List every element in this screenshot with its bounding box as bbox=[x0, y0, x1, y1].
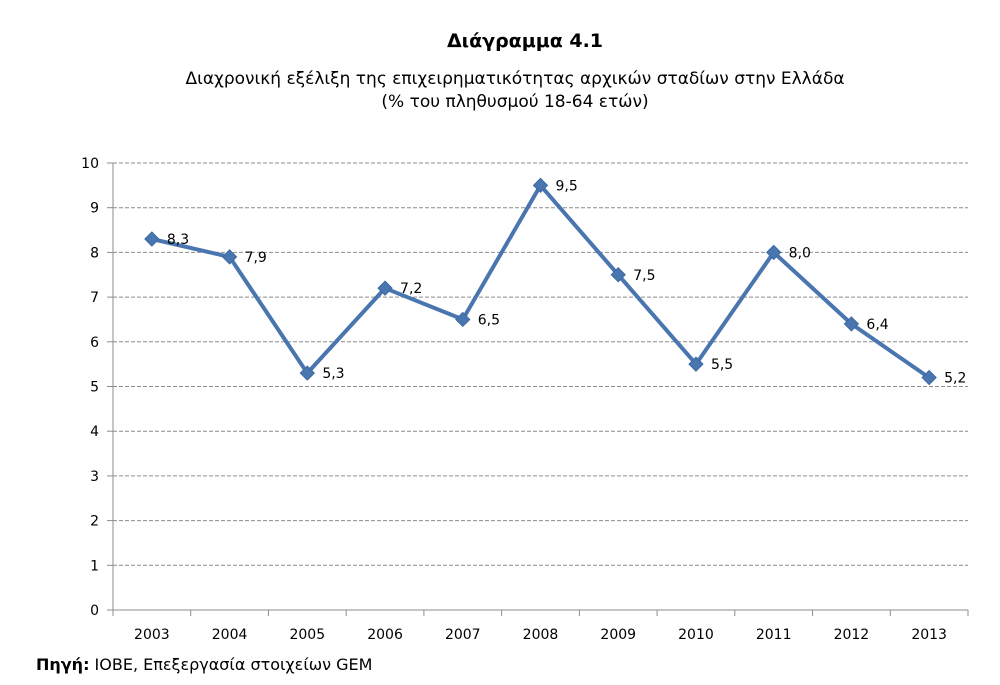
data-label: 8,0 bbox=[789, 245, 811, 261]
x-tick-label: 2008 bbox=[523, 627, 559, 643]
data-point bbox=[455, 311, 471, 328]
subtitle-line-2: (% του πληθυσμού 18-64 ετών) bbox=[381, 92, 649, 112]
x-tick-label: 2005 bbox=[289, 627, 325, 643]
subtitle-line-1: Διαχρονική εξέλιξη της επιχειρηματικότητ… bbox=[185, 69, 845, 89]
y-tick-label: 4 bbox=[90, 424, 99, 440]
y-tick-label: 8 bbox=[90, 245, 99, 261]
x-tick-label: 2011 bbox=[756, 627, 792, 643]
x-tick-label: 2010 bbox=[678, 627, 714, 643]
x-tick-label: 2003 bbox=[134, 627, 170, 643]
data-point bbox=[532, 177, 549, 194]
chart-title: Διάγραμμα 4.1 bbox=[446, 30, 604, 52]
data-label: 6,5 bbox=[478, 312, 500, 328]
y-tick-label: 0 bbox=[90, 603, 99, 619]
source-label: Πηγή: bbox=[36, 655, 90, 674]
data-point bbox=[144, 231, 160, 247]
data-point bbox=[221, 249, 238, 265]
y-tick-label: 6 bbox=[90, 335, 99, 351]
y-tick-label: 10 bbox=[81, 156, 99, 172]
y-tick-label: 3 bbox=[90, 469, 99, 485]
data-label: 7,2 bbox=[400, 281, 422, 297]
data-label: 9,5 bbox=[556, 178, 578, 194]
chart-subtitle: Διαχρονική εξέλιξη της επιχειρηματικότητ… bbox=[0, 68, 1000, 114]
data-label: 5,2 bbox=[944, 371, 966, 387]
data-point bbox=[688, 356, 704, 372]
series-line bbox=[151, 183, 931, 380]
x-tick-label: 2006 bbox=[367, 627, 403, 643]
y-tick-label: 2 bbox=[90, 514, 99, 530]
x-tick-label: 2007 bbox=[445, 627, 481, 643]
data-point bbox=[377, 280, 393, 296]
data-label: 5,3 bbox=[322, 366, 344, 382]
data-point bbox=[299, 365, 316, 381]
data-label: 8,3 bbox=[167, 232, 189, 248]
data-point bbox=[843, 316, 860, 332]
x-tick-label: 2004 bbox=[212, 627, 248, 643]
data-label: 7,5 bbox=[633, 268, 655, 284]
data-point bbox=[921, 369, 937, 386]
x-tick-label: 2013 bbox=[911, 627, 947, 643]
data-point bbox=[610, 267, 626, 283]
y-tick-label: 7 bbox=[90, 290, 99, 306]
data-point bbox=[765, 244, 782, 261]
data-label: 7,9 bbox=[245, 250, 267, 266]
source-note: Πηγή: ΙΟΒΕ, Επεξεργασία στοιχείων GEM bbox=[36, 655, 372, 674]
data-label: 6,4 bbox=[866, 317, 888, 333]
y-tick-label: 5 bbox=[90, 380, 99, 396]
x-tick-label: 2012 bbox=[834, 627, 870, 643]
y-tick-label: 9 bbox=[90, 201, 99, 217]
source-text: ΙΟΒΕ, Επεξεργασία στοιχείων GEM bbox=[89, 655, 373, 674]
y-tick-label: 1 bbox=[90, 558, 99, 574]
x-tick-label: 2009 bbox=[600, 627, 636, 643]
data-label: 5,5 bbox=[711, 357, 733, 373]
